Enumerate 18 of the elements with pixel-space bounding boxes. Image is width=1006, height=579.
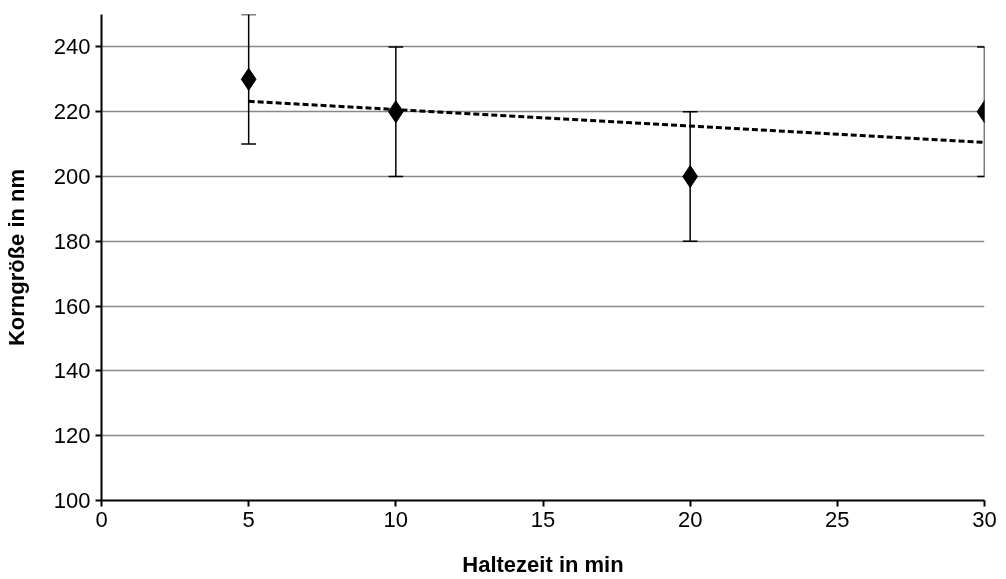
x-tick-label: 25 <box>825 506 850 532</box>
point <box>240 67 257 91</box>
y-axis-title: Korngröße in nm <box>3 168 29 347</box>
x-tick-label: 5 <box>242 506 255 532</box>
x-tick-label: 10 <box>383 506 409 532</box>
x-tick-label: 20 <box>677 506 703 532</box>
y-tick-label: 240 <box>53 34 91 60</box>
y-tick-label: 200 <box>53 164 91 189</box>
y-tick-label: 100 <box>53 488 91 513</box>
x-tick-label: 15 <box>530 506 556 532</box>
y-tick-label: 120 <box>53 423 91 449</box>
y-tick-label: 140 <box>53 358 91 384</box>
y-tick-label: 220 <box>53 99 91 125</box>
y-tick-label: 180 <box>53 228 91 254</box>
x-axis-title: Haltezeit in min <box>462 551 624 577</box>
x-tick-label: 30 <box>972 506 997 532</box>
x-tick-label: 0 <box>95 506 108 532</box>
y-tick-label: 160 <box>53 293 91 319</box>
